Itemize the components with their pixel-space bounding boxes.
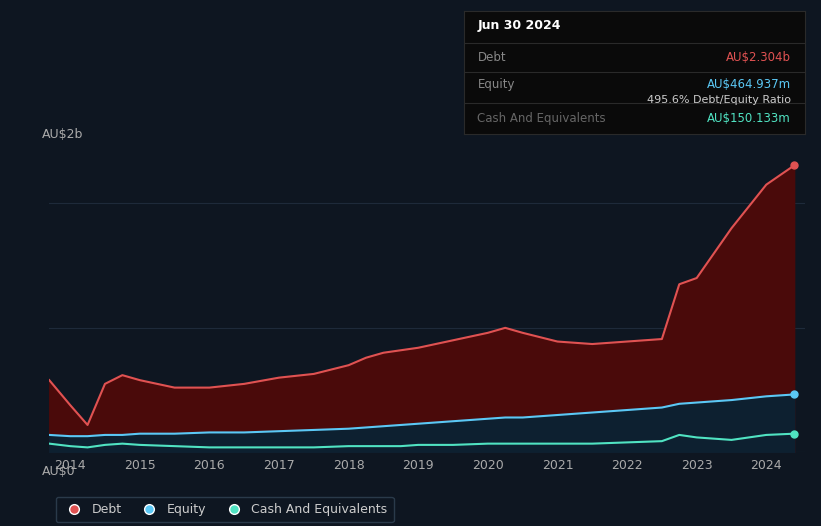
Text: AU$0: AU$0 (42, 464, 76, 478)
Legend: Debt, Equity, Cash And Equivalents: Debt, Equity, Cash And Equivalents (56, 497, 394, 522)
Text: 495.6% Debt/Equity Ratio: 495.6% Debt/Equity Ratio (647, 95, 791, 105)
Text: AU$2b: AU$2b (42, 128, 83, 141)
Text: Equity: Equity (478, 78, 515, 91)
Text: AU$150.133m: AU$150.133m (707, 112, 791, 125)
Text: Cash And Equivalents: Cash And Equivalents (478, 112, 606, 125)
Text: AU$2.304b: AU$2.304b (726, 51, 791, 64)
Text: Jun 30 2024: Jun 30 2024 (478, 19, 561, 32)
Text: Debt: Debt (478, 51, 506, 64)
Text: AU$464.937m: AU$464.937m (707, 78, 791, 91)
